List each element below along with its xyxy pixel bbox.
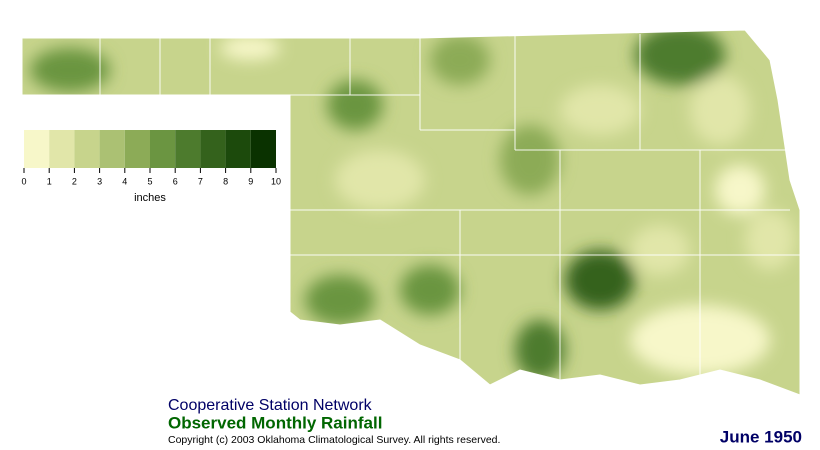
legend-tick-label: 2 — [72, 176, 77, 186]
legend-tick-label: 8 — [223, 176, 228, 186]
legend-tick-label: 4 — [122, 176, 127, 186]
legend-swatch — [250, 130, 276, 168]
legend-swatch — [200, 130, 226, 168]
legend: 0 1 2 3 4 5 6 7 8 9 10 inches — [21, 130, 281, 204]
legend-swatch — [175, 130, 201, 168]
legend-swatch — [124, 130, 150, 168]
legend-tick-label: 10 — [271, 176, 281, 186]
legend-swatch — [74, 130, 100, 168]
legend-tick-label: 7 — [198, 176, 203, 186]
network: Cooperative Station Network — [168, 397, 373, 414]
legend-tick-label: 6 — [173, 176, 178, 186]
legend-swatch — [49, 130, 75, 168]
copyright: Copyright (c) 2003 Oklahoma Climatologic… — [168, 434, 500, 446]
legend-tick-label: 3 — [97, 176, 102, 186]
legend-swatch — [150, 130, 176, 168]
legend-swatch — [99, 130, 125, 168]
date: June 1950 — [720, 427, 802, 446]
title: Observed Monthly Rainfall — [168, 413, 382, 432]
legend-swatch — [225, 130, 251, 168]
legend-tick-label: 0 — [21, 176, 26, 186]
legend-unit: inches — [134, 192, 166, 204]
state-outline — [21, 29, 801, 396]
legend-tick-label: 9 — [248, 176, 253, 186]
legend-tick-label: 1 — [47, 176, 52, 186]
legend-tick-label: 5 — [147, 176, 152, 186]
legend-swatch — [24, 130, 50, 168]
